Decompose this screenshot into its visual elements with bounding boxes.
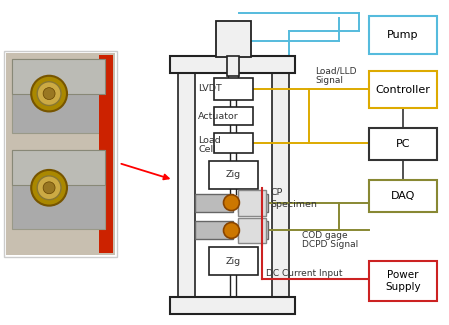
Bar [12, 59, 105, 133]
Text: LVDT: LVDT [198, 84, 222, 93]
Bar [369, 71, 437, 109]
Text: Pump: Pump [387, 30, 418, 40]
Text: Load: Load [198, 136, 221, 145]
Text: Signal: Signal [316, 76, 343, 85]
Text: Load/LLD: Load/LLD [316, 66, 357, 75]
Bar [238, 222, 268, 239]
Text: Zig: Zig [226, 257, 241, 266]
Bar [272, 73, 289, 297]
Circle shape [43, 182, 55, 194]
Text: DAQ: DAQ [391, 191, 415, 201]
Text: Power
Supply: Power Supply [385, 270, 421, 292]
Bar [170, 56, 295, 73]
Text: Zig: Zig [226, 170, 241, 179]
Bar [99, 55, 113, 253]
Text: DCPD Signal: DCPD Signal [302, 240, 358, 249]
Bar [12, 150, 105, 185]
Bar [209, 161, 258, 189]
Circle shape [31, 170, 67, 206]
Bar [369, 180, 437, 212]
Text: Controller: Controller [375, 84, 430, 95]
Bar [369, 16, 437, 54]
Bar [4, 51, 117, 257]
Circle shape [224, 223, 239, 238]
Circle shape [224, 195, 239, 211]
Bar [12, 59, 105, 94]
Bar [178, 73, 195, 297]
Text: Cell: Cell [198, 145, 216, 154]
Bar [170, 297, 295, 314]
Bar [238, 194, 268, 212]
Bar [214, 133, 253, 153]
Bar [238, 190, 266, 215]
Bar [238, 217, 266, 243]
Text: CP: CP [270, 188, 282, 197]
Circle shape [43, 88, 55, 99]
Text: Actuator: Actuator [198, 112, 239, 121]
Bar [6, 53, 114, 255]
Bar [195, 194, 233, 212]
Circle shape [31, 76, 67, 111]
Text: Specimen: Specimen [270, 200, 317, 209]
Text: DC Current Input: DC Current Input [266, 268, 343, 278]
Bar [195, 222, 233, 239]
Bar [209, 247, 258, 275]
Bar [216, 21, 251, 57]
Bar [214, 108, 253, 125]
Bar [369, 261, 437, 301]
Bar [12, 150, 105, 229]
Bar [369, 128, 437, 160]
Circle shape [37, 176, 61, 200]
Bar [228, 56, 239, 76]
Text: COD gage: COD gage [302, 231, 347, 240]
Text: PC: PC [396, 139, 410, 149]
Bar [214, 78, 253, 99]
Circle shape [37, 82, 61, 106]
